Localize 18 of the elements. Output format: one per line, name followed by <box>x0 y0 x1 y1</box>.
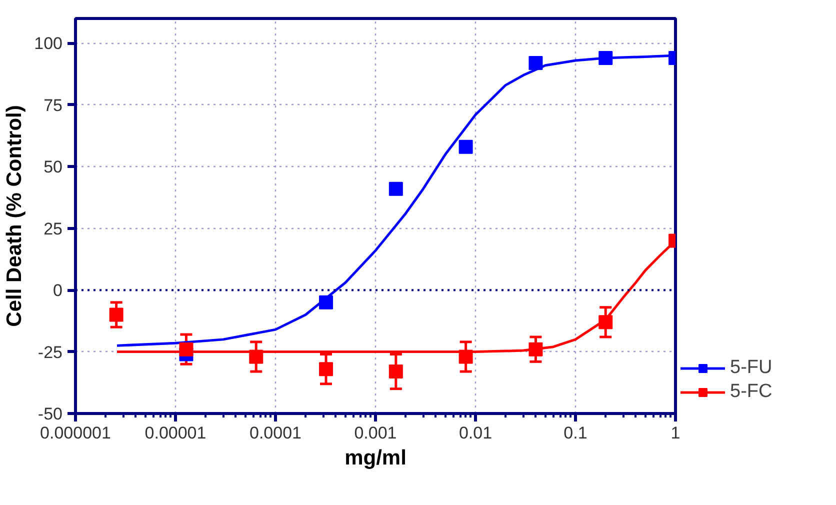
y-tick-label: 25 <box>44 219 63 238</box>
x-tick-label: 1 <box>670 424 680 442</box>
y-tick-label: 0 <box>53 281 63 300</box>
x-tick-label: 0.0001 <box>250 424 302 442</box>
legend-label: 5-FU <box>730 357 772 379</box>
x-tick-label: 0.000001 <box>40 424 111 442</box>
x-tick-label: 0.00001 <box>144 424 206 442</box>
legend-label: 5-FC <box>730 381 772 403</box>
x-tick-label: 0.001 <box>354 424 397 442</box>
x-tick-label: 0.1 <box>564 424 588 442</box>
x-tick-label: 0.01 <box>458 424 492 442</box>
y-tick-label: 100 <box>34 34 63 54</box>
y-tick-label: -50 <box>38 404 63 424</box>
x-axis-title: mg/ml <box>344 446 406 470</box>
y-tick-label: -25 <box>38 342 63 362</box>
y-axis-title: Cell Death (% Control) <box>3 105 26 327</box>
y-tick-label: 75 <box>44 96 63 115</box>
y-tick-label: 50 <box>44 158 63 177</box>
